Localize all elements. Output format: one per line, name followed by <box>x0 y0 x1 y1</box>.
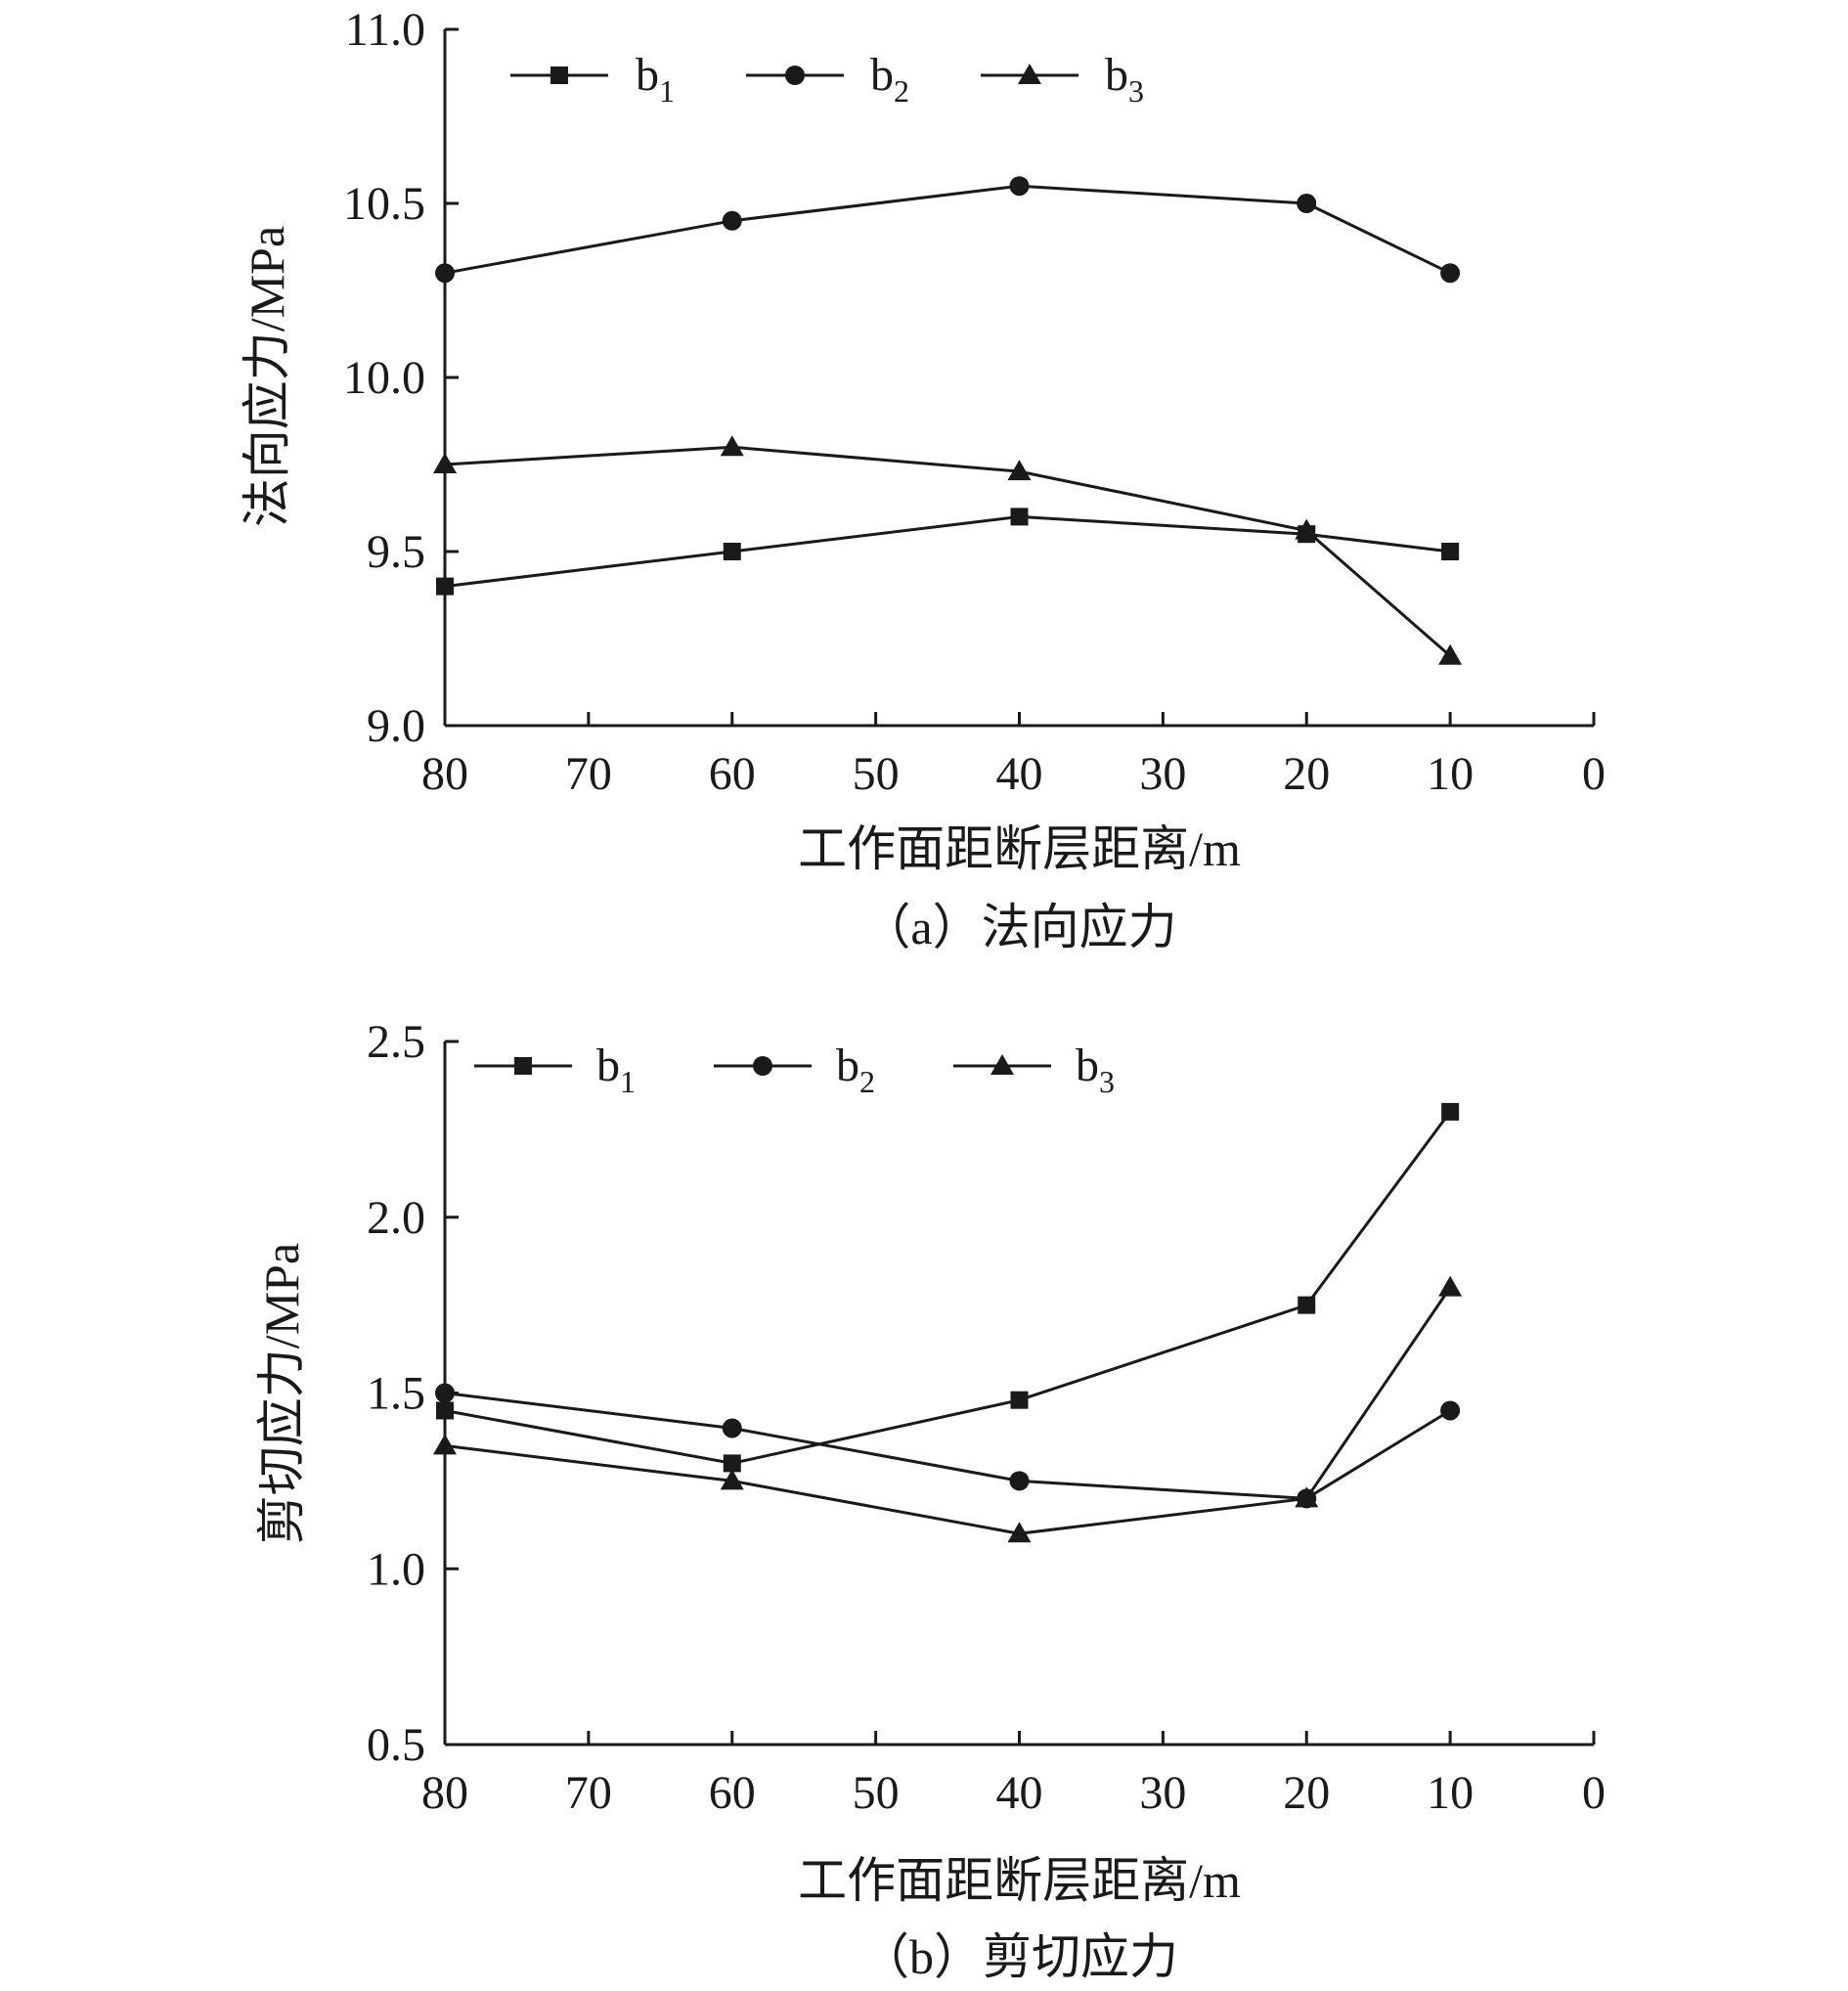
y-tick-label: 2.5 <box>367 1016 425 1068</box>
x-tick-label: 20 <box>1283 1767 1330 1819</box>
data-point-b1 <box>436 1401 454 1420</box>
data-point-b2 <box>722 210 742 231</box>
data-point-b2 <box>722 1418 742 1438</box>
data-point-b3 <box>433 1434 457 1455</box>
data-point-b3 <box>1295 1486 1319 1508</box>
x-tick-label: 80 <box>421 1767 468 1819</box>
x-axis-title: 工作面距断层距离/m <box>798 1853 1241 1908</box>
x-tick-label: 40 <box>996 748 1043 800</box>
data-point-b1 <box>723 1454 741 1473</box>
data-point-b2 <box>1440 263 1461 284</box>
y-axis-title: 法向应力/MPa <box>240 226 294 527</box>
data-point-b1 <box>1441 1102 1460 1121</box>
x-tick-label: 10 <box>1427 748 1474 800</box>
data-point-b2 <box>1297 194 1317 213</box>
y-tick-label: 10.0 <box>343 352 425 404</box>
x-tick-label: 0 <box>1582 1767 1606 1819</box>
legend-label-b1: b1 <box>636 49 675 109</box>
x-tick-label: 50 <box>853 748 900 800</box>
data-point-b2 <box>1440 1400 1461 1421</box>
data-point-b3 <box>1007 460 1032 481</box>
x-tick-label: 10 <box>1427 1767 1474 1819</box>
x-tick-label: 40 <box>996 1767 1043 1819</box>
data-point-b2 <box>1009 1471 1030 1491</box>
data-point-b3 <box>1438 643 1463 665</box>
series-line-b3 <box>444 445 1452 657</box>
y-axis-title: 剪切应力/MPa <box>254 1243 309 1544</box>
data-point-b1 <box>1010 1391 1029 1409</box>
x-tick-label: 60 <box>709 748 756 800</box>
data-point-b1 <box>1441 543 1460 560</box>
data-point-b1 <box>723 543 741 560</box>
data-point-b3 <box>720 1469 744 1490</box>
x-tick-label: 70 <box>565 1767 612 1819</box>
series-line-b2 <box>444 1392 1451 1500</box>
legend-label-b3: b3 <box>1105 49 1144 109</box>
data-point-b3 <box>720 435 744 457</box>
x-tick-label: 80 <box>421 748 468 800</box>
legend-label-b2: b2 <box>870 49 909 109</box>
y-tick-label: 1.5 <box>367 1368 425 1420</box>
data-point-b3 <box>1007 1522 1032 1543</box>
x-tick-label: 70 <box>565 748 612 800</box>
data-point-b1 <box>1010 508 1029 526</box>
y-tick-label: 9.0 <box>367 700 425 752</box>
y-tick-label: 2.0 <box>367 1192 425 1244</box>
y-tick-label: 1.0 <box>367 1543 425 1595</box>
legend-label-b1: b1 <box>596 1040 636 1099</box>
legend-marker-b2 <box>785 66 805 85</box>
legend-marker-b1 <box>550 66 568 84</box>
legend-label-b2: b2 <box>836 1040 875 1099</box>
data-point-b1 <box>436 577 454 596</box>
chart-normal-stress: 11.0 10.5 10.0 9.5 9.080 70 60 50 40 30 20 10 0 法向应力/… <box>240 4 1606 954</box>
data-point-b3 <box>1295 518 1319 540</box>
y-tick-label: 0.5 <box>367 1719 425 1771</box>
data-point-b2 <box>1009 176 1030 197</box>
x-tick-label: 30 <box>1139 1767 1186 1819</box>
data-point-b3 <box>433 453 457 473</box>
x-tick-label: 50 <box>853 1767 900 1819</box>
legend-marker-b3 <box>1018 64 1041 84</box>
y-tick-label: 10.5 <box>343 178 425 230</box>
legend-marker-b1 <box>514 1057 532 1075</box>
chart-caption: （b）剪切应力 <box>860 1929 1178 1984</box>
data-point-b2 <box>435 263 455 284</box>
x-tick-label: 30 <box>1139 748 1186 800</box>
chart-caption: （a）法向应力 <box>861 900 1176 954</box>
legend-label-b3: b3 <box>1076 1040 1115 1099</box>
data-point-b1 <box>1298 1296 1316 1314</box>
data-point-b3 <box>1438 1275 1463 1297</box>
y-tick-label: 11.0 <box>345 4 425 56</box>
chart-shear-stress: 2.5 2.0 1.5 1.0 0.580 70 60 50 40 30 20 10 0 剪切应力/MPa… <box>254 1016 1606 1984</box>
y-tick-label: 9.5 <box>367 526 425 578</box>
x-tick-label: 0 <box>1582 748 1606 800</box>
x-tick-label: 20 <box>1283 748 1330 800</box>
x-axis-title: 工作面距断层距离/m <box>798 821 1241 876</box>
x-tick-label: 60 <box>709 1767 756 1819</box>
legend-marker-b3 <box>990 1054 1014 1075</box>
legend-marker-b2 <box>753 1056 772 1076</box>
data-point-b2 <box>435 1383 455 1403</box>
